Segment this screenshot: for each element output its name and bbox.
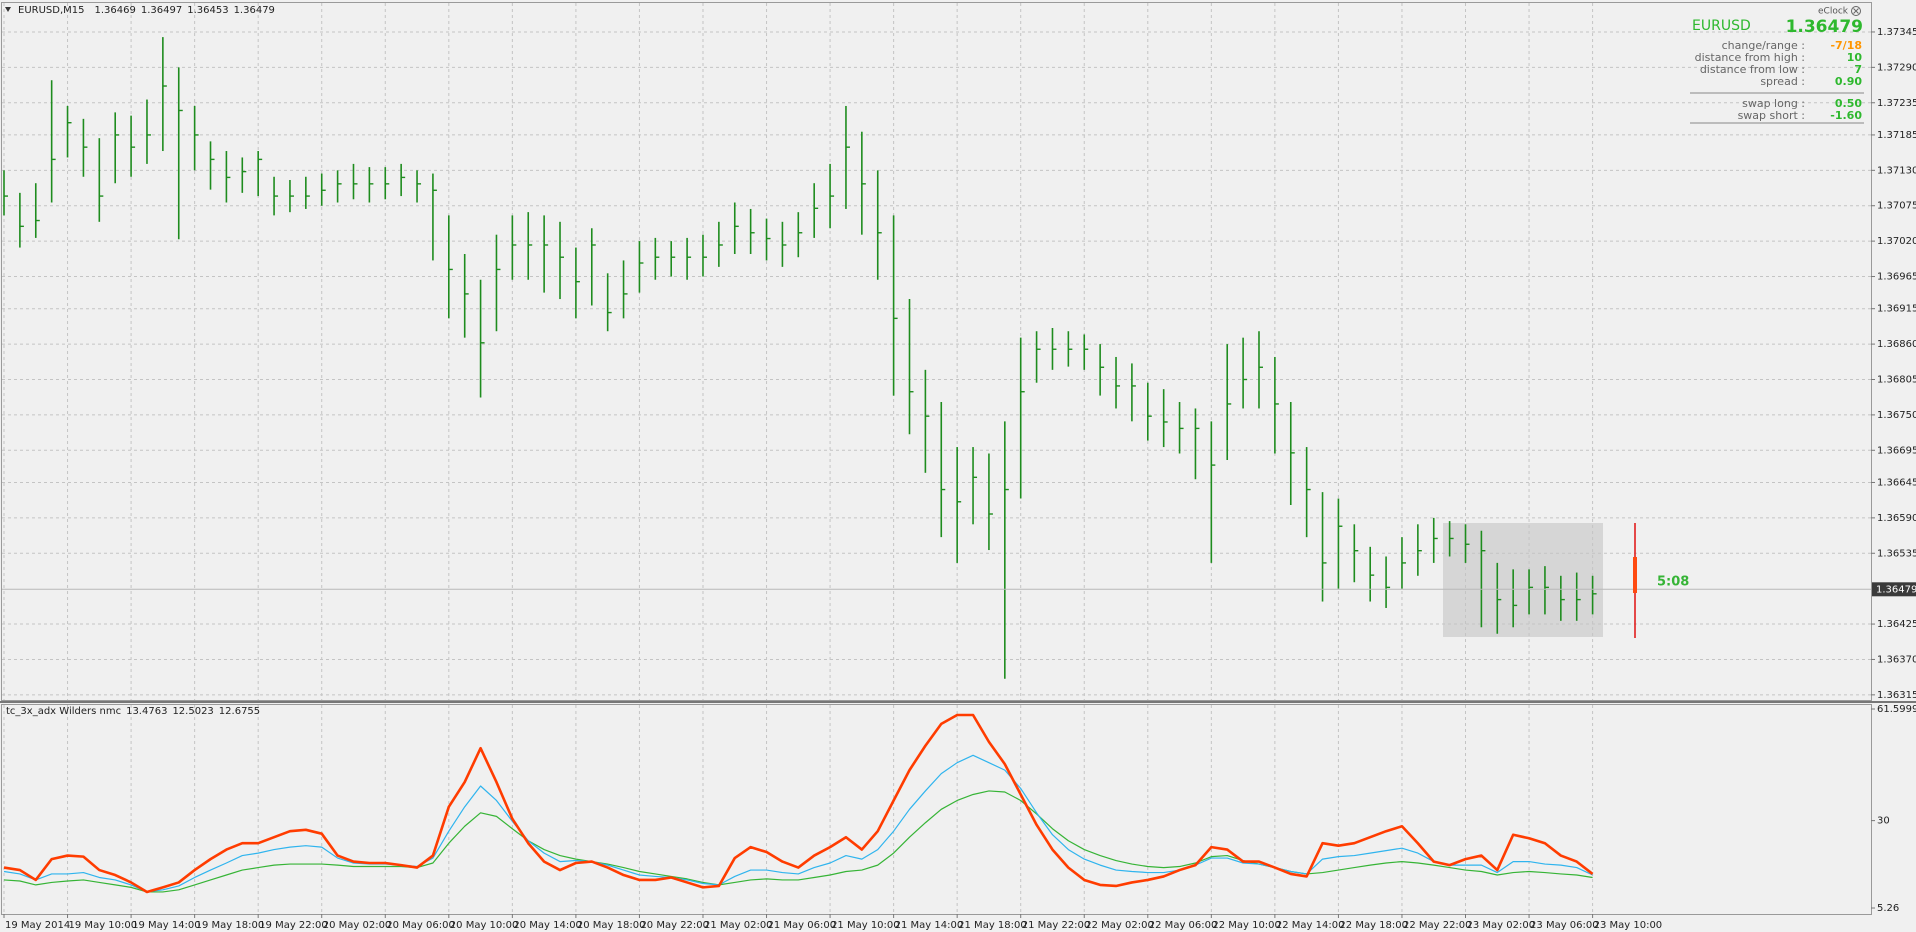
y-tick-label: 1.36645 — [1877, 477, 1916, 488]
x-tick-label: 22 May 02:00 — [1085, 920, 1154, 931]
x-tick-label: 20 May 18:00 — [577, 920, 646, 931]
y-tick-label: 1.37185 — [1877, 130, 1916, 141]
indicator-value: 12.6755 — [219, 706, 260, 717]
panel-close-icon[interactable] — [1851, 6, 1861, 16]
ohlc-low: 1.36453 — [187, 5, 228, 16]
panel-row-label: distance from low : — [1700, 63, 1805, 76]
indicator-header: tc_3x_adx Wilders nmc 13.4763 12.5023 12.67… — [6, 706, 260, 717]
indicator-line — [3, 754, 1593, 893]
bar-timer: 5:08 — [1657, 575, 1689, 590]
y-tick-label: 61.5999 — [1877, 704, 1916, 715]
indicator-value: 12.5023 — [172, 706, 213, 717]
symbol: EURUSD,M15 — [18, 5, 84, 16]
y-tick-label: 5.26 — [1877, 903, 1899, 914]
indicator-line — [3, 790, 1593, 893]
y-tick-label: 1.37020 — [1877, 236, 1916, 247]
y-tick-label: 1.37345 — [1877, 27, 1916, 38]
x-tick-label: 20 May 02:00 — [323, 920, 392, 931]
x-tick-label: 22 May 14:00 — [1276, 920, 1345, 931]
y-tick-label: 1.36370 — [1877, 654, 1916, 665]
x-tick-label: 22 May 06:00 — [1149, 920, 1218, 931]
indicator-value: 13.4763 — [126, 706, 167, 717]
y-tick-label: 1.36535 — [1877, 548, 1916, 559]
x-tick-label: 23 May 06:00 — [1530, 920, 1599, 931]
panel-symbol: EURUSD — [1692, 18, 1751, 34]
panel-row-label: swap short : — [1738, 109, 1805, 122]
x-tick-label: 19 May 2014 — [5, 920, 70, 931]
ohlc-close: 1.36479 — [234, 5, 275, 16]
panel-row-value: 0.90 — [1835, 75, 1862, 88]
y-tick-label: 1.36860 — [1877, 339, 1916, 350]
x-tick-label: 20 May 22:00 — [640, 920, 709, 931]
x-tick-label: 21 May 02:00 — [704, 920, 773, 931]
panel-row-label: spread : — [1760, 75, 1805, 88]
last-price-box — [1872, 582, 1916, 597]
symbol-header: EURUSD,M15 1.36469 1.36497 1.36453 1.36479 — [18, 5, 275, 16]
y-tick-label: 1.36695 — [1877, 445, 1916, 456]
x-tick-label: 19 May 10:00 — [69, 920, 138, 931]
y-tick-label: 1.36590 — [1877, 513, 1916, 524]
x-tick-label: 21 May 14:00 — [895, 920, 964, 931]
x-tick-label: 19 May 22:00 — [259, 920, 328, 931]
y-tick-label: 1.36425 — [1877, 619, 1916, 630]
menu-arrow — [5, 7, 11, 12]
x-tick-label: 22 May 10:00 — [1212, 920, 1281, 931]
panel-row-value: 10 — [1847, 51, 1863, 64]
x-tick-label: 23 May 10:00 — [1594, 920, 1663, 931]
panel-price: 1.36479 — [1786, 17, 1863, 37]
x-tick-label: 21 May 06:00 — [768, 920, 837, 931]
indicator-name: tc_3x_adx Wilders nmc — [6, 706, 121, 717]
info-panel: eClock EURUSD 1.36479 change/range : -7/1… — [1690, 6, 1864, 124]
x-tick-label: 21 May 18:00 — [958, 920, 1027, 931]
panel-row-label: swap long : — [1742, 97, 1805, 110]
panel-brand: eClock — [1818, 7, 1849, 17]
x-tick-label: 19 May 14:00 — [132, 920, 201, 931]
y-tick-label: 30 — [1877, 816, 1890, 827]
x-tick-label: 20 May 14:00 — [513, 920, 582, 931]
x-tick-label: 21 May 22:00 — [1022, 920, 1091, 931]
y-tick-label: 1.36965 — [1877, 272, 1916, 283]
y-tick-label: 1.37235 — [1877, 98, 1916, 109]
grid-layer: 1.37345 1.37290 1.37235 1.37185 1.37130 1.370… — [2, 3, 1916, 931]
x-tick-label: 23 May 02:00 — [1467, 920, 1536, 931]
x-tick-label: 19 May 18:00 — [196, 920, 265, 931]
y-tick-label: 1.36750 — [1877, 410, 1916, 421]
y-tick-label: 1.37290 — [1877, 62, 1916, 73]
indicator-panel-border — [1, 704, 1872, 915]
y-tick-label: 1.36805 — [1877, 374, 1916, 385]
x-tick-label: 22 May 22:00 — [1403, 920, 1472, 931]
y-tick-label: 1.37075 — [1877, 201, 1916, 212]
panel-row-value: -7/18 — [1830, 39, 1862, 52]
panel-row-value: 7 — [1854, 63, 1862, 76]
x-tick-label: 22 May 18:00 — [1339, 920, 1408, 931]
ohlc-high: 1.36497 — [141, 5, 182, 16]
panel-row-value: -1.60 — [1830, 109, 1862, 122]
x-tick-label: 20 May 10:00 — [450, 920, 519, 931]
ohlc-open: 1.36469 — [94, 5, 135, 16]
panel-row-value: 0.50 — [1835, 97, 1862, 110]
y-tick-label: 1.36915 — [1877, 304, 1916, 315]
shaded-range — [1443, 523, 1603, 637]
y-tick-label: 1.36315 — [1877, 690, 1916, 701]
last-price-label: 1.36479 — [1876, 584, 1916, 595]
panel-row-label: distance from high : — [1695, 51, 1805, 64]
x-tick-label: 20 May 06:00 — [386, 920, 455, 931]
main-panel-border — [1, 2, 1872, 701]
panel-row-label: change/range : — [1722, 39, 1805, 52]
marks-layer: 1.36479 — [2, 37, 1916, 894]
y-tick-label: 1.37130 — [1877, 165, 1916, 176]
x-tick-label: 21 May 10:00 — [831, 920, 900, 931]
panel-close-cross[interactable] — [1853, 8, 1859, 14]
indicator-line — [3, 713, 1594, 894]
